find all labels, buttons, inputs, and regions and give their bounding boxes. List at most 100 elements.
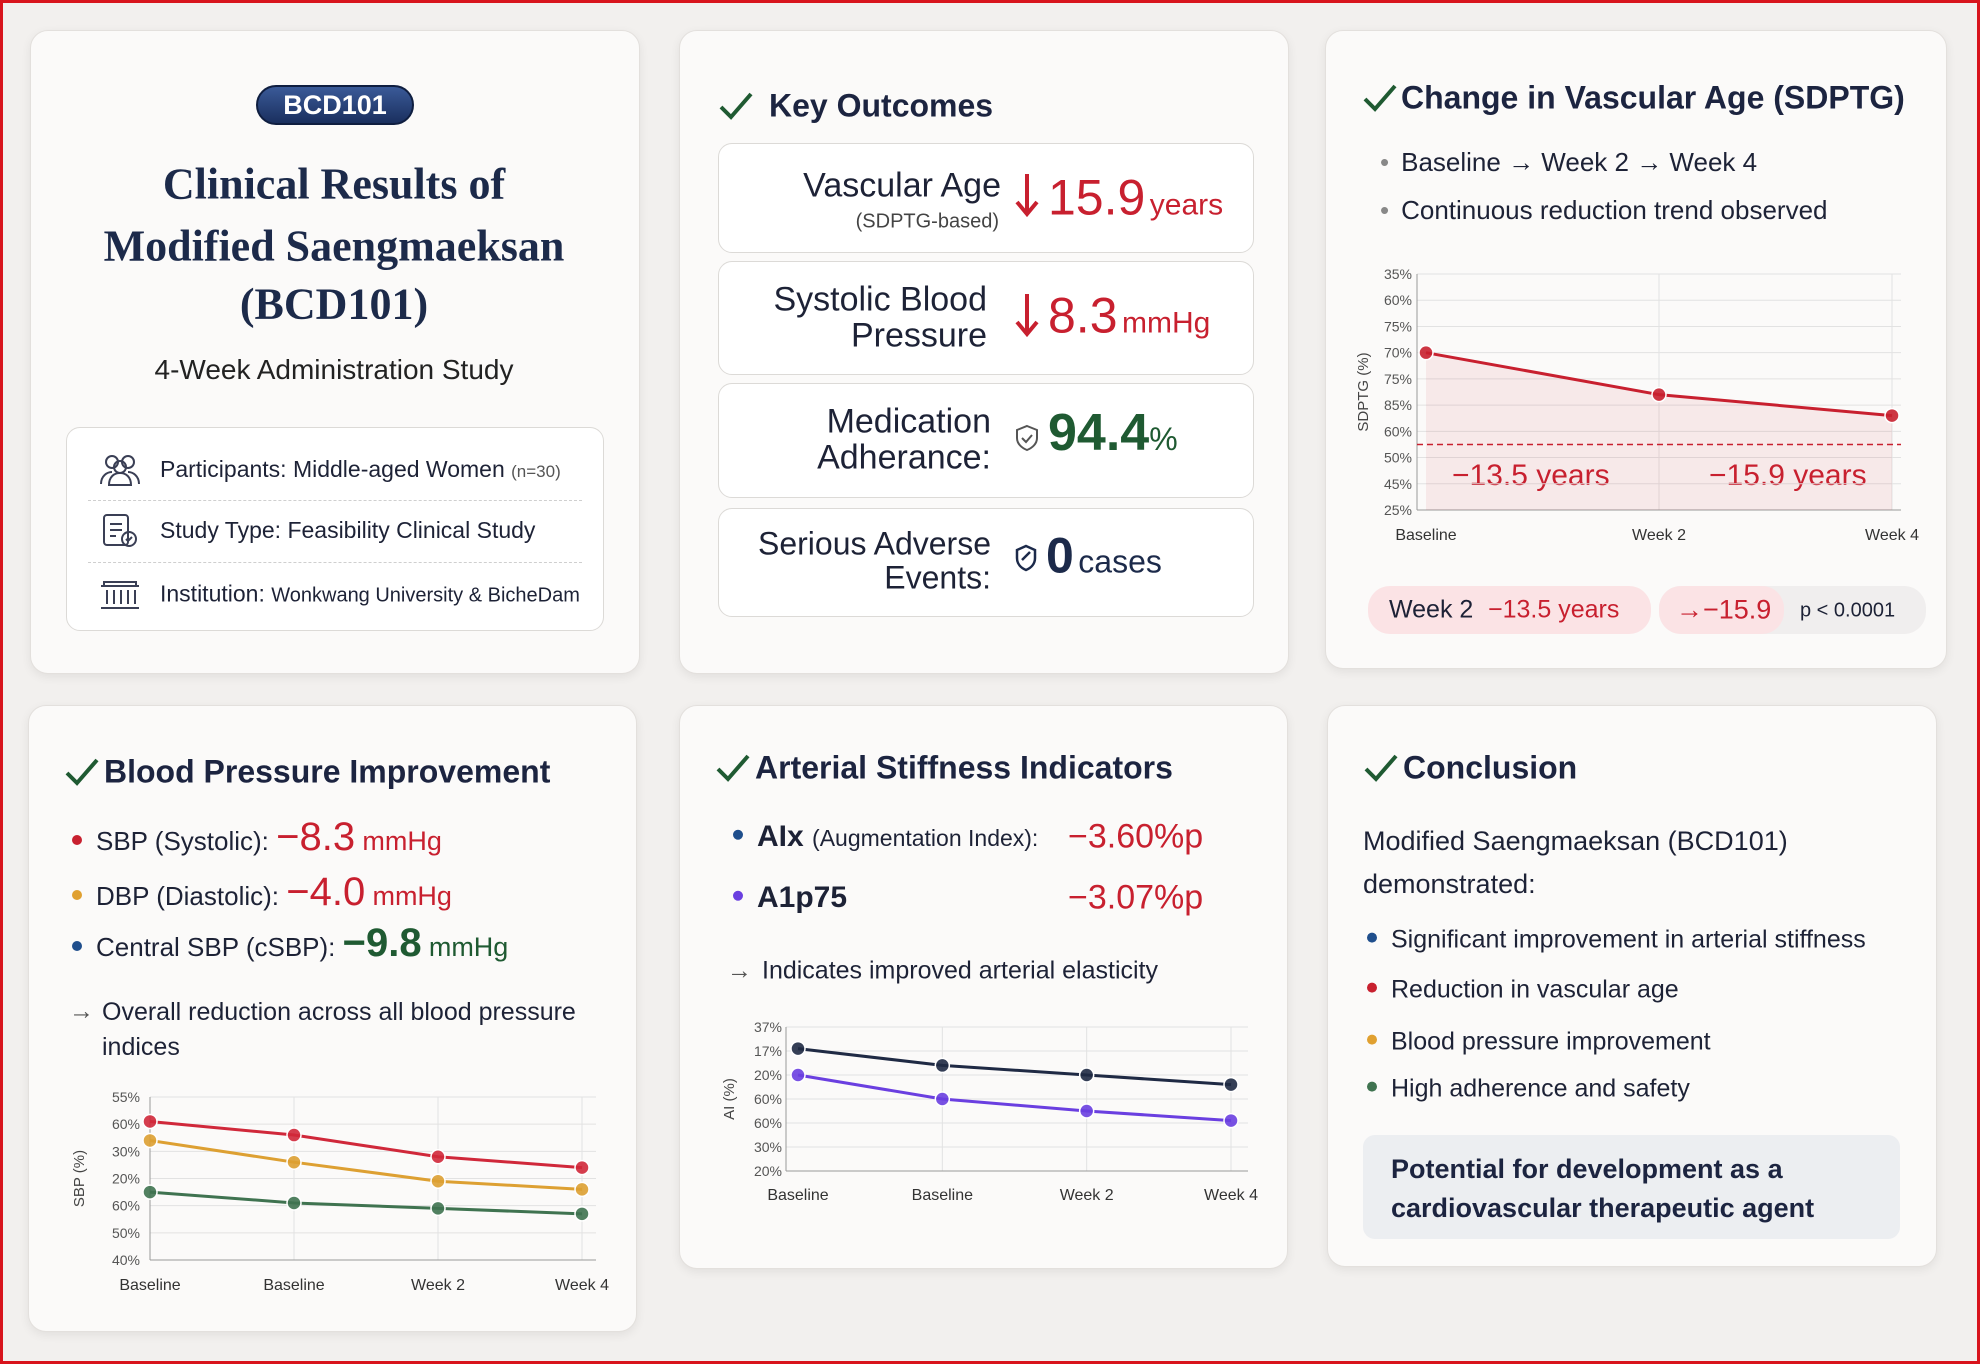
title-line: Clinical Results of [162, 159, 506, 209]
y-tick-label: 75% [1384, 371, 1412, 387]
conclusion-bullet: High adherence and safety [1367, 1075, 1690, 1104]
highlight-text: Potential for development as a cardiovas… [1391, 1154, 1815, 1224]
y-tick-label: 50% [1384, 450, 1412, 466]
marker [1078, 1067, 1095, 1083]
marker [142, 1113, 158, 1130]
check-icon [716, 754, 750, 782]
bp-note: Overall reduction across all blood press… [102, 998, 576, 1061]
y-tick-label: 37% [754, 1019, 782, 1035]
panel-title: Arterial Stiffness Indicators [755, 749, 1173, 786]
bullet-dot [1367, 1035, 1377, 1046]
p-value: p < 0.0001 [1800, 599, 1896, 622]
outcome-box [718, 261, 1254, 375]
conclusion-text: Modified Saengmaeksan (BCD101) demonstra… [1363, 826, 1788, 900]
value: 94.4 [1048, 404, 1150, 463]
marker [934, 1091, 951, 1107]
x-tick-label: Week 4 [1204, 1187, 1258, 1204]
marker [1651, 386, 1667, 403]
footer-change: −13.5 years [1488, 595, 1620, 624]
outcome-sublabel: (SDPTG-based) [855, 210, 999, 233]
y-tick-label: 25% [1384, 502, 1412, 518]
y-tick-label: 75% [1384, 318, 1412, 334]
outcome-value: 8.3 mmHg [1048, 287, 1210, 345]
label: AIx [757, 819, 804, 853]
marker [1223, 1076, 1239, 1093]
info-label: Study Type: [160, 516, 282, 543]
sublabel: (Augmentation Index): [812, 824, 1039, 851]
x-tick-label: Week 2 [411, 1277, 465, 1294]
y-axis-label: AI (%) [721, 1078, 738, 1120]
shield-icon [1016, 424, 1038, 452]
arrow: → [69, 997, 94, 1025]
badge: BCD101 [256, 85, 414, 125]
panel-title: Conclusion [1403, 749, 1578, 786]
marker [574, 1181, 590, 1198]
y-axis-label: SBP (%) [71, 1150, 88, 1207]
bp-item: SBP (Systolic): −8.3 mmHg [72, 814, 442, 860]
marker [286, 1127, 302, 1143]
line [797, 1047, 1232, 1087]
bullet-dot [72, 890, 82, 901]
y-tick-label: 60% [112, 1116, 140, 1132]
info-value: Middle-aged Women [292, 455, 505, 482]
line [797, 1073, 1232, 1123]
bullet-text: High adherence and safety [1391, 1074, 1690, 1103]
y-tick-label: 40% [112, 1252, 140, 1268]
bullet-dot [1367, 983, 1377, 994]
conclusion-bullet: Reduction in vascular age [1367, 976, 1679, 1005]
pill [1659, 586, 1784, 634]
info-label: Participants: [160, 455, 287, 482]
study-icon [103, 514, 137, 547]
bullet: • Continuous reduction trend observed [1380, 195, 1828, 226]
panel-title: Change in Vascular Age (SDPTG) [1401, 79, 1905, 116]
subtitle: 4-Week Administration Study [154, 353, 514, 385]
separator [88, 562, 582, 563]
value: −9.8 [342, 921, 422, 965]
marker [142, 1184, 158, 1200]
value: −8.3 [276, 815, 356, 859]
bullet-text: Blood pressure improvement [1391, 1027, 1711, 1056]
check-icon [719, 92, 753, 120]
marker [142, 1132, 158, 1149]
conclusion-bullet: Blood pressure improvement [1367, 1028, 1711, 1057]
info-row: Institution: Wonkwang University & Biche… [160, 581, 580, 608]
participants-icon [100, 455, 140, 486]
arterial-item: AIx (Augmentation Index): [733, 820, 1038, 855]
label: Central SBP (cSBP): [96, 932, 336, 962]
marker [286, 1154, 302, 1170]
bullet-dot [733, 890, 743, 901]
marker [430, 1173, 446, 1189]
info-row: Participants: Middle-aged Women (n=30) [160, 456, 561, 482]
marker [430, 1200, 446, 1217]
value: 15.9 [1048, 169, 1146, 226]
marker [1078, 1103, 1095, 1119]
label: DBP (Diastolic): [96, 881, 280, 911]
highlight-box [1363, 1135, 1900, 1239]
marker [790, 1040, 806, 1057]
arterial-value: −3.07%p [1068, 878, 1204, 917]
conclusion-bullet: Significant improvement in arterial stif… [1367, 926, 1866, 955]
arterial-panel [679, 705, 1288, 1269]
value: −4.0 [286, 870, 366, 914]
bullet-text: Reduction in vascular age [1391, 975, 1679, 1004]
down-arrow [1015, 174, 1039, 218]
bp-panel [28, 705, 637, 1332]
separator [88, 500, 582, 501]
info-note: (n=30) [511, 461, 561, 481]
marker [430, 1149, 446, 1165]
y-tick-label: 60% [754, 1115, 782, 1131]
x-tick-label: Baseline [912, 1187, 973, 1204]
bullet-dot [1367, 1082, 1377, 1093]
unit: mmHg [372, 881, 452, 911]
x-tick-label: Baseline [1395, 527, 1456, 544]
y-tick-label: 17% [754, 1043, 782, 1059]
line [149, 1138, 583, 1191]
marker [1418, 344, 1434, 361]
y-tick-label: 60% [112, 1198, 140, 1214]
outcome-box [718, 383, 1254, 498]
shield-icon [1015, 544, 1037, 572]
y-tick-label: 60% [1384, 423, 1412, 439]
check-icon [65, 758, 99, 786]
title-line: Modified Saengmaeksan [103, 221, 565, 271]
